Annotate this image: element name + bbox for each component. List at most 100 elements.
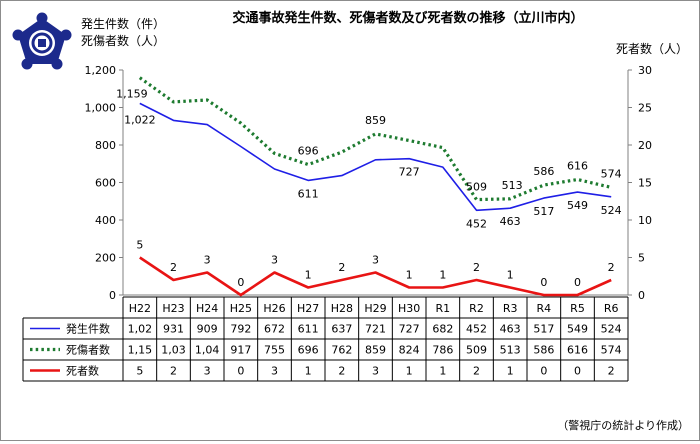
table-cell: 755 xyxy=(264,344,285,357)
table-cell: 517 xyxy=(533,323,554,336)
table-cell: 824 xyxy=(399,344,420,357)
data-label: 1 xyxy=(305,269,312,282)
table-cell: 637 xyxy=(331,323,352,336)
table-cell: 909 xyxy=(197,323,218,336)
table-header-cell: H28 xyxy=(331,302,353,315)
data-label: 2 xyxy=(608,261,615,274)
data-label: 3 xyxy=(271,254,278,267)
series-line-死者数 xyxy=(139,256,612,297)
table-cell: 859 xyxy=(365,344,386,357)
data-label: 574 xyxy=(601,167,622,180)
table-cell: 2 xyxy=(608,365,615,378)
table-cell: 0 xyxy=(540,365,547,378)
right-axis-label: 死者数（人） xyxy=(616,41,688,56)
table-cell: 917 xyxy=(230,344,251,357)
table-cell: 696 xyxy=(298,344,319,357)
data-label: 0 xyxy=(540,276,547,289)
data-label: 586 xyxy=(533,165,554,178)
table-header-cell: H23 xyxy=(162,302,184,315)
right-tick-label: 15 xyxy=(638,177,652,190)
table-header-cell: H22 xyxy=(129,302,151,315)
table-cell: 1 xyxy=(406,365,413,378)
left-tick-label: 600 xyxy=(95,177,116,190)
data-label: 2 xyxy=(170,261,177,274)
data-label: 611 xyxy=(298,187,319,200)
series-lines xyxy=(138,76,612,297)
right-tick-label: 5 xyxy=(638,252,645,265)
table-cell: 574 xyxy=(601,344,622,357)
data-label: 727 xyxy=(399,166,420,179)
data-label: 3 xyxy=(204,254,211,267)
series-line-死傷者数 xyxy=(138,76,612,202)
data-label: 517 xyxy=(533,205,554,218)
table-cell: 2 xyxy=(170,365,177,378)
legend-label: 死者数 xyxy=(66,365,99,378)
data-label: 859 xyxy=(365,114,386,127)
data-label: 549 xyxy=(567,199,588,212)
left-tick-label: 0 xyxy=(109,289,116,302)
data-label: 2 xyxy=(338,261,345,274)
right-tick-label: 25 xyxy=(638,102,652,115)
table-cell: 5 xyxy=(136,365,143,378)
data-label: 5 xyxy=(136,239,143,252)
table-cell: 1 xyxy=(305,365,312,378)
table-cell: 524 xyxy=(601,323,622,336)
table-cell: 509 xyxy=(466,344,487,357)
source-note: （警視庁の統計より作成） xyxy=(557,418,689,432)
data-label: 513 xyxy=(502,179,523,192)
table-cell: 1 xyxy=(439,365,446,378)
data-label: 452 xyxy=(466,217,487,230)
data-label: 509 xyxy=(466,181,487,194)
table-cell: 0 xyxy=(237,365,244,378)
table-cell: 513 xyxy=(500,344,521,357)
table-cell: 3 xyxy=(372,365,379,378)
data-label: 0 xyxy=(574,276,581,289)
data-label: 696 xyxy=(298,145,319,158)
data-labels: 1,022 611 727 452 463 517 549 524 1,159 696 859 509… xyxy=(116,88,622,289)
data-label: 1 xyxy=(406,269,413,282)
table-cell: 2 xyxy=(473,365,480,378)
left-tick-label: 1,200 xyxy=(85,64,117,77)
table-cell: 2 xyxy=(338,365,345,378)
left-tick-label: 200 xyxy=(95,252,116,265)
left-axis-label-2: 死傷者数（人） xyxy=(81,33,165,48)
table-cell: 616 xyxy=(567,344,588,357)
table-cell: 1,02 xyxy=(128,323,153,336)
right-tick-label: 20 xyxy=(638,139,652,152)
table-header-cell: R4 xyxy=(537,302,552,315)
left-axis-label-1: 発生件数（件） xyxy=(81,16,165,31)
table-cell: 611 xyxy=(298,323,319,336)
table-header-cell: H29 xyxy=(364,302,386,315)
table-header-cell: H26 xyxy=(263,302,285,315)
left-tick-label: 1,000 xyxy=(85,102,117,115)
table-cell: 3 xyxy=(204,365,211,378)
chart-title: 交通事故発生件数、死傷者数及び死者数の推移（立川市内） xyxy=(232,10,583,26)
data-label: 616 xyxy=(567,160,588,173)
table-cell: 452 xyxy=(466,323,487,336)
table-header-cell: R5 xyxy=(570,302,585,315)
data-label: 524 xyxy=(601,204,622,217)
table-cell: 721 xyxy=(365,323,386,336)
left-tick-label: 800 xyxy=(95,139,116,152)
table-cell: 762 xyxy=(331,344,352,357)
table-cell: 1,15 xyxy=(128,344,153,357)
table-cell: 792 xyxy=(230,323,251,336)
data-label: 0 xyxy=(237,276,244,289)
table-cell: 727 xyxy=(399,323,420,336)
data-label: 463 xyxy=(500,215,521,228)
series-line-発生件数 xyxy=(139,102,612,212)
table-header-cell: H25 xyxy=(230,302,252,315)
table-header-cell: R1 xyxy=(436,302,451,315)
right-tick-label: 0 xyxy=(638,289,645,302)
table-cell: 1,04 xyxy=(195,344,220,357)
table-cell: 682 xyxy=(432,323,453,336)
left-tick-label: 400 xyxy=(95,214,116,227)
table-cell: 549 xyxy=(567,323,588,336)
city-emblem-icon xyxy=(12,12,72,70)
table-cell: 586 xyxy=(533,344,554,357)
table-cell: 3 xyxy=(271,365,278,378)
data-label: 1,159 xyxy=(116,88,148,101)
table-cell: 463 xyxy=(500,323,521,336)
